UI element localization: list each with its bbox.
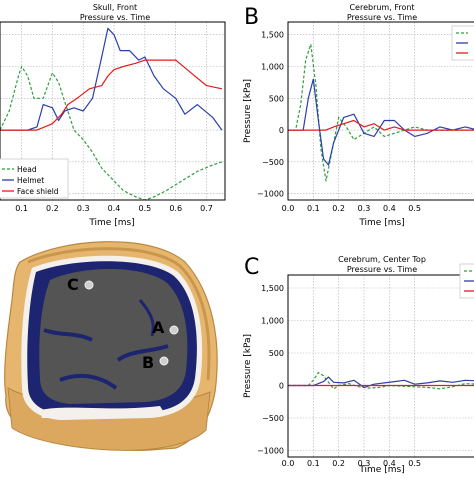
x-tick-label: 0.5 <box>408 459 421 468</box>
y-tick-label: 1,000 <box>261 317 284 326</box>
panel-a-xticks: 0.1 0.2 0.3 0.4 0.5 0.6 0.7 <box>15 204 213 213</box>
series-line-head <box>288 43 474 182</box>
panel-b-title: Cerebrum, Front <box>349 3 414 12</box>
series-line-helmet <box>288 376 474 388</box>
point-c-marker <box>84 280 94 290</box>
panel-a-series <box>0 27 223 200</box>
x-tick-label: 0.0 <box>282 459 295 468</box>
x-tick-label: 0.3 <box>358 204 371 213</box>
panel-a-subtitle: Pressure vs. Time <box>80 13 150 22</box>
brain-sulcus <box>43 328 93 342</box>
panel-c-grid <box>287 275 474 457</box>
series-line-helmet <box>0 27 223 131</box>
y-tick-label: 1,000 <box>261 63 284 72</box>
panel-a-title: Skull, Front <box>93 3 137 12</box>
panel-b-subtitle: Pressure vs. Time <box>347 13 417 22</box>
legend-face-shield-label: Face shield <box>17 187 59 196</box>
panel-b-letter: B <box>244 5 259 30</box>
x-tick-label: 0.1 <box>15 204 28 213</box>
point-c-label: C <box>67 275 79 294</box>
point-b-marker <box>159 356 169 366</box>
x-tick-label: 0.1 <box>307 204 320 213</box>
series-line-face-shield <box>0 59 223 131</box>
panel-b-series <box>288 43 474 182</box>
x-tick-label: 0.4 <box>108 204 121 213</box>
csf-pocket <box>40 406 165 419</box>
panel-a-chart: Skull, Front Pressure vs. Time 0.1 0.2 0.3… <box>0 3 226 228</box>
panel-c-frame <box>287 274 474 458</box>
x-tick-label: 0.7 <box>200 204 213 213</box>
x-tick-label: 0.1 <box>307 459 320 468</box>
panel-b-frame <box>287 21 474 201</box>
panel-b-grid <box>287 22 474 200</box>
legend-helmet-label: Helmet <box>17 176 44 185</box>
head-cross-section-render: C A B <box>4 241 218 451</box>
panel-c-xlabel: Time [ms] <box>358 465 404 474</box>
y-tick-label: 1,500 <box>261 31 284 40</box>
y-tick-label: −1000 <box>257 447 284 456</box>
panel-b-xlabel: Time [ms] <box>358 218 404 228</box>
panel-c-ylabel: Pressure [kPa] <box>243 334 253 398</box>
panel-c-xticks: 0.0 0.1 0.2 0.3 0.4 0.5 <box>282 459 421 468</box>
series-line-face-shield <box>288 119 474 131</box>
x-tick-label: 0.4 <box>383 204 396 213</box>
panel-c-subtitle: Pressure vs. Time <box>347 265 417 274</box>
x-tick-label: 0.5 <box>138 204 151 213</box>
legend-head-label: Head <box>17 165 37 174</box>
x-tick-label: 0.2 <box>46 204 59 213</box>
panel-b-legend <box>451 25 474 61</box>
panel-b-ylabel: Pressure [kPa] <box>243 79 253 143</box>
panel-b-chart: B Cerebrum, Front Pressure vs. Time 0.0 0… <box>243 3 474 228</box>
x-tick-label: 0.2 <box>332 459 345 468</box>
panel-c-series <box>288 371 474 390</box>
series-line-helmet <box>288 78 474 166</box>
series-line-head <box>288 371 474 390</box>
brain-sulcus <box>138 299 155 337</box>
y-tick-label: 0 <box>279 382 284 391</box>
y-tick-label: 500 <box>269 94 284 103</box>
series-line-head <box>0 65 223 200</box>
panel-c-chart: C Cerebrum, Center Top Pressure vs. Time… <box>243 255 474 475</box>
x-tick-label: 0.2 <box>332 204 345 213</box>
panel-b-yticks: −1000 −500 0 500 1,000 1,500 <box>257 31 284 199</box>
x-tick-label: 0.3 <box>77 204 90 213</box>
brain-sulcus <box>59 373 118 390</box>
panel-c-yticks: −1000 −500 0 500 1,000 1,500 <box>257 284 284 456</box>
y-tick-label: −500 <box>262 414 284 423</box>
panel-c-legend <box>459 263 474 299</box>
y-tick-label: 500 <box>269 349 284 358</box>
y-tick-label: 1,500 <box>261 284 284 293</box>
x-tick-label: 0.5 <box>408 204 421 213</box>
y-tick-label: −1000 <box>257 190 284 199</box>
panel-c-letter: C <box>244 255 259 280</box>
panel-b-xticks: 0.0 0.1 0.2 0.3 0.4 0.5 <box>282 204 421 213</box>
panel-c-title: Cerebrum, Center Top <box>338 255 426 264</box>
panel-a-xlabel: Time [ms] <box>88 218 134 228</box>
x-tick-label: 0.4 <box>383 459 396 468</box>
panel-a-legend: Head Helmet Face shield <box>0 158 69 199</box>
skull-rim <box>27 247 211 381</box>
point-a-marker <box>169 325 179 335</box>
x-tick-label: 0.6 <box>169 204 182 213</box>
point-b-label: B <box>142 353 154 372</box>
y-tick-label: −500 <box>262 158 284 167</box>
x-tick-label: 0.3 <box>358 459 371 468</box>
panel-a-frame <box>0 21 226 201</box>
point-a-label: A <box>152 318 165 337</box>
x-tick-label: 0.0 <box>282 204 295 213</box>
y-tick-label: 0 <box>279 126 284 135</box>
brain-tissue <box>39 269 188 404</box>
brain-sulcus <box>116 344 169 362</box>
